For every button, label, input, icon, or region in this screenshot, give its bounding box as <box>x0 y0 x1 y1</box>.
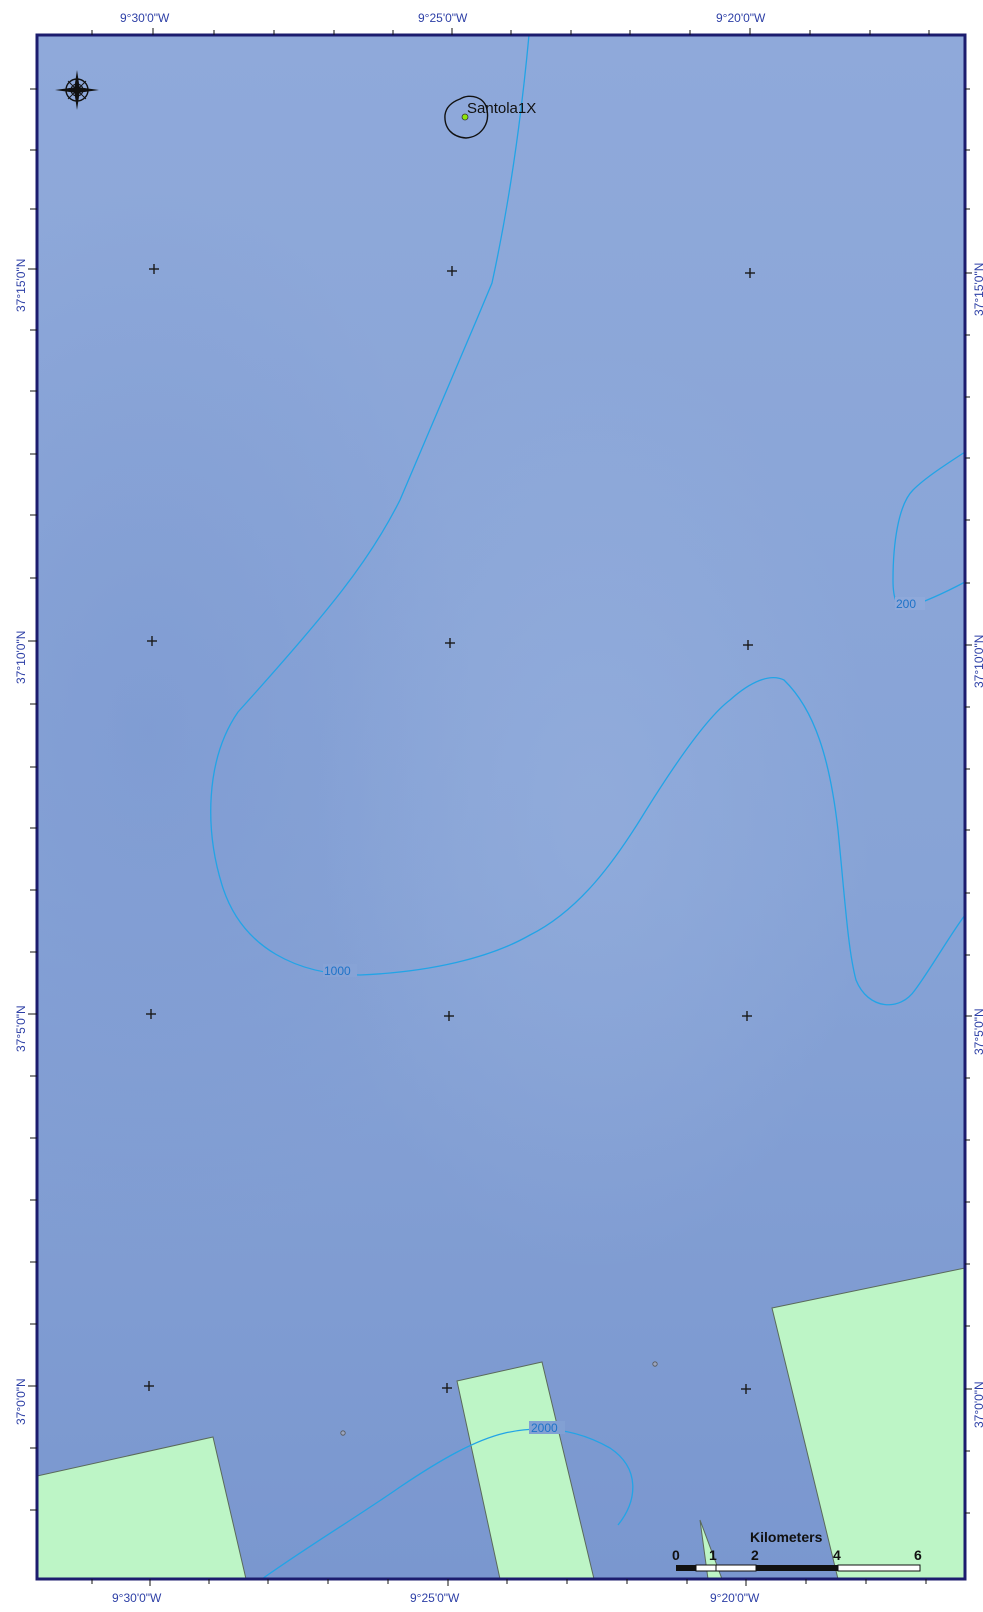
lat-label-right: 37°10'0"N <box>972 635 983 688</box>
well-dot <box>461 113 469 121</box>
scale-bar-unit: Kilometers <box>750 1529 823 1545</box>
contour-200 <box>892 451 965 609</box>
scale-segment <box>676 1565 696 1571</box>
contour-label-bg <box>323 964 357 977</box>
scale-segment <box>837 1564 921 1572</box>
lon-label-top: 9°25'0"W <box>418 11 468 25</box>
lat-label-left: 37°15'0"N <box>14 259 28 312</box>
grid-cross <box>445 638 455 648</box>
grid-cross <box>149 264 159 274</box>
well-santola1x[interactable]: Santola1X <box>444 95 536 139</box>
grid-cross <box>745 268 755 278</box>
scale-bar: Kilometers 0 1 2 4 6 <box>672 1529 922 1572</box>
scale-tick-label: 6 <box>914 1547 922 1563</box>
scale-tick-label: 4 <box>833 1547 841 1563</box>
lon-label-top: 9°30'0"W <box>120 11 170 25</box>
contour-label-bg <box>895 597 925 610</box>
bottom-graticule <box>91 1579 927 1586</box>
well-label: Santola1X <box>467 100 536 117</box>
lat-label-right: 37°0'0"N <box>972 1381 983 1428</box>
survey-point <box>340 1430 346 1436</box>
grid-cross <box>442 1383 452 1393</box>
scale-segment <box>715 1564 757 1572</box>
grid-cross <box>743 640 753 650</box>
land-block-south-center <box>456 1361 595 1579</box>
graticule-crosses <box>144 264 755 1394</box>
lon-label-bottom: 9°25'0"W <box>410 1591 460 1605</box>
contour-label-2000: 2000 <box>531 1421 558 1435</box>
grid-cross <box>144 1381 154 1391</box>
map-frame <box>35 33 967 1581</box>
grid-cross <box>147 636 157 646</box>
lon-label-bottom: 9°30'0"W <box>112 1591 162 1605</box>
scale-tick-label: 1 <box>709 1547 717 1563</box>
contour-label-1000: 1000 <box>324 964 351 978</box>
contour-label-bg <box>529 1421 565 1434</box>
lat-label-right: 37°5'0"N <box>972 1008 983 1055</box>
lat-label-left: 37°0'0"N <box>14 1378 28 1425</box>
land-block-southwest <box>37 1436 247 1579</box>
lon-label-bottom: 9°20'0"W <box>710 1591 760 1605</box>
sea-area: 1000 2000 200 Santola1X <box>37 35 965 1579</box>
scale-segment <box>695 1564 717 1572</box>
compass-rose-icon <box>55 70 99 110</box>
lon-label-top: 9°20'0"W <box>716 11 766 25</box>
grid-cross <box>741 1384 751 1394</box>
scale-segment <box>756 1565 838 1571</box>
scale-tick-label: 2 <box>751 1547 759 1563</box>
lat-label-left: 37°10'0"N <box>14 631 28 684</box>
land-block-southeast <box>771 1267 965 1579</box>
scale-tick-label: 0 <box>672 1547 680 1563</box>
grid-cross <box>447 266 457 276</box>
land-block-small-triangle <box>699 1519 723 1579</box>
grid-cross <box>742 1011 752 1021</box>
top-graticule <box>91 28 930 35</box>
contour-2000 <box>261 1428 634 1579</box>
left-graticule <box>28 88 37 1511</box>
well-outline <box>444 95 489 139</box>
survey-point <box>652 1361 658 1367</box>
grid-cross <box>146 1009 156 1019</box>
contour-label-200: 200 <box>896 597 916 611</box>
grid-cross <box>444 1011 454 1021</box>
lat-label-left: 37°5'0"N <box>14 1005 28 1052</box>
lat-label-right: 37°15'0"N <box>972 263 983 316</box>
contour-1000 <box>210 35 965 1006</box>
right-graticule <box>965 88 972 1514</box>
